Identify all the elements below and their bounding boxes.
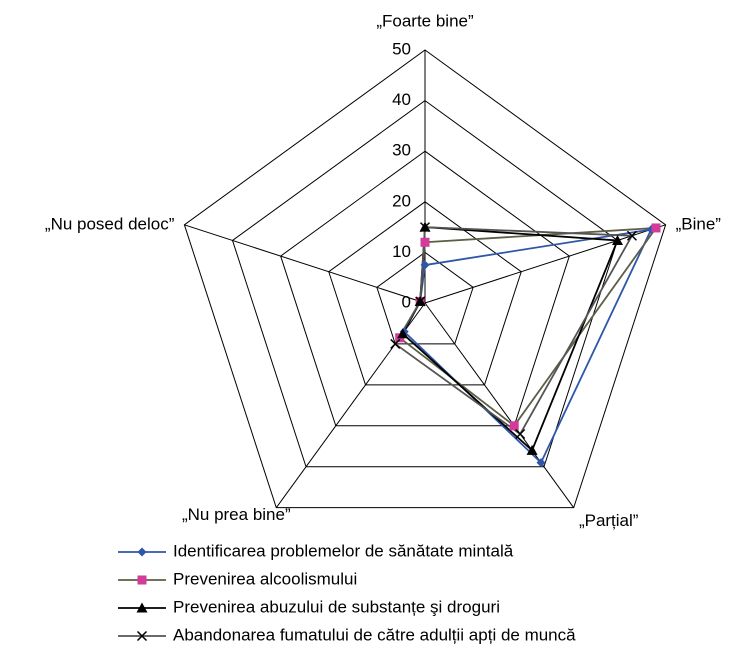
marker <box>137 575 147 585</box>
tick-label: 20 <box>392 191 411 210</box>
tick-label: 0 <box>402 292 411 311</box>
tick-label: 50 <box>392 39 411 58</box>
legend-label: Prevenirea alcoolismului <box>173 569 357 588</box>
marker <box>419 222 431 233</box>
tick-label: 10 <box>392 242 411 261</box>
grid-ring <box>328 201 522 386</box>
spoke <box>424 224 666 304</box>
legend-label: Abandonarea fumatului de către adulții a… <box>173 625 576 644</box>
marker <box>390 338 401 349</box>
marker <box>397 328 409 339</box>
tick-label: 40 <box>392 90 411 109</box>
marker <box>526 444 538 455</box>
marker <box>651 223 661 233</box>
marker <box>415 296 426 307</box>
series-line <box>398 226 658 428</box>
marker <box>626 230 637 241</box>
grid-ring <box>183 49 667 509</box>
grid-ring <box>280 150 570 427</box>
category-label: „Parțial” <box>579 511 639 530</box>
legend-label: Prevenirea abuzului de substanțe şi drog… <box>173 597 500 616</box>
marker <box>536 458 546 468</box>
marker <box>136 630 148 642</box>
category-label: „Foarte bine” <box>376 11 474 30</box>
marker <box>136 602 148 613</box>
series-line <box>394 226 634 436</box>
spoke <box>424 302 575 508</box>
marker <box>611 234 623 245</box>
tick-label: 30 <box>392 141 411 160</box>
marker <box>420 260 430 270</box>
marker <box>509 421 519 431</box>
category-label: „Nu prea bine” <box>182 505 291 524</box>
marker <box>515 428 526 440</box>
legend-label: Identificarea problemelor de sănătate mi… <box>173 541 514 560</box>
grid-ring <box>376 251 474 345</box>
spoke <box>184 224 426 304</box>
category-label: „Bine” <box>676 214 722 233</box>
category-label: „Nu posed deloc” <box>45 214 175 233</box>
marker <box>137 547 147 557</box>
grid-ring <box>231 99 619 468</box>
marker <box>420 237 430 247</box>
